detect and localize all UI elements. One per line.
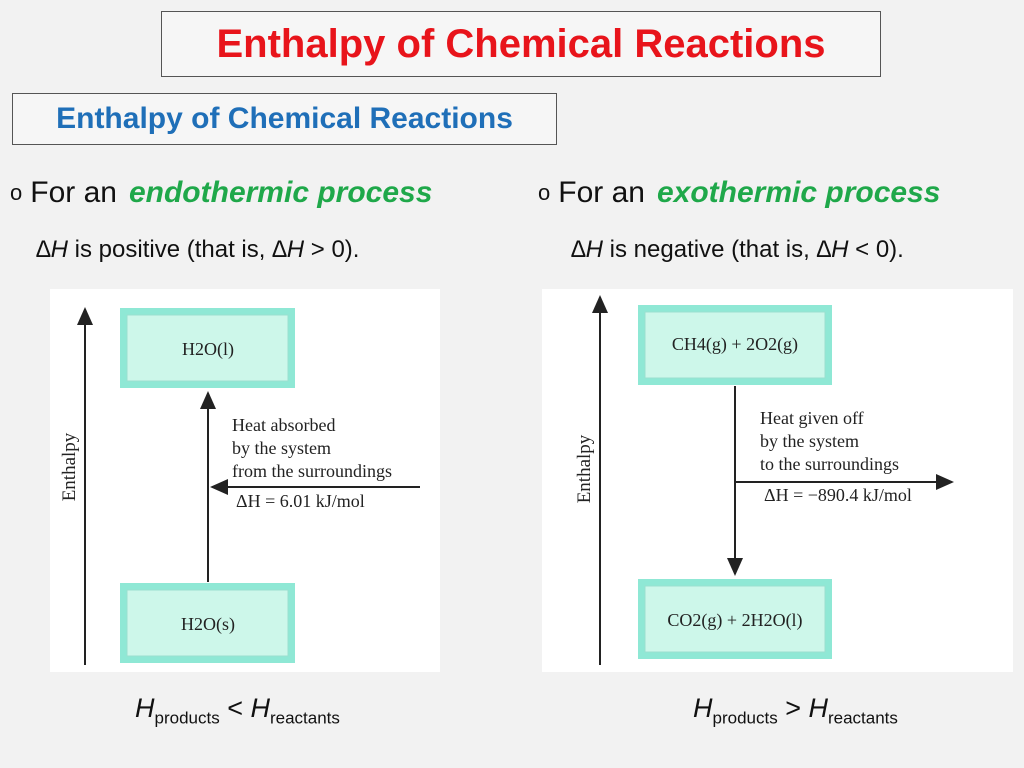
left-bullet: o For an endothermic process: [10, 176, 432, 210]
heat-note-line3: to the surroundings: [760, 454, 899, 474]
left-statement-mid: is positive (that is,: [68, 236, 273, 263]
right-bullet: o For an exothermic process: [538, 176, 940, 210]
right-bullet-keyword: exothermic process: [656, 176, 941, 209]
left-relation: Hproducts < Hreactants: [135, 693, 340, 728]
products-subscript: products: [154, 708, 220, 728]
enthalpy-symbol: H: [693, 693, 713, 723]
exothermic-diagram: Enthalpy CH4(g) + 2O2(g) CO2(g) + 2H2O(l…: [542, 289, 1013, 672]
heat-note-line1: Heat given off: [760, 408, 864, 428]
right-statement-end: < 0).: [848, 236, 904, 263]
heat-note-line1: Heat absorbed: [232, 415, 335, 435]
top-species-box: H2O(l): [120, 308, 295, 388]
bullet-circle-icon: o: [538, 180, 551, 205]
delta-h-symbol: ∆H: [272, 236, 305, 263]
left-bullet-prefix: For an: [30, 176, 117, 209]
right-bullet-prefix: For an: [558, 176, 645, 209]
bottom-species-box: H2O(s): [120, 583, 295, 663]
slide-subtitle: Enthalpy of Chemical Reactions: [12, 93, 557, 145]
right-statement: ∆H is negative (that is, ∆H < 0).: [571, 236, 904, 264]
reactants-subscript: reactants: [269, 708, 340, 728]
enthalpy-symbol: H: [135, 693, 155, 723]
relation-operator: >: [777, 693, 809, 723]
axis-label: Enthalpy: [59, 432, 80, 501]
endothermic-diagram: Enthalpy H2O(l) H2O(s) Heat absorbed by …: [50, 289, 440, 672]
enthalpy-symbol: H: [250, 693, 270, 723]
delta-h-value: ΔH = 6.01 kJ/mol: [236, 491, 365, 511]
heat-note-line2: by the system: [760, 431, 859, 451]
top-species-label: H2O(l): [182, 339, 234, 360]
reactants-subscript: reactants: [827, 708, 898, 728]
bullet-circle-icon: o: [10, 180, 23, 205]
top-species-label: CH4(g) + 2O2(g): [672, 334, 798, 355]
products-subscript: products: [712, 708, 778, 728]
delta-h-symbol: ∆H: [816, 236, 849, 263]
axis-label: Enthalpy: [574, 434, 595, 503]
bottom-species-label: CO2(g) + 2H2O(l): [667, 610, 802, 631]
right-statement-mid: is negative (that is,: [603, 236, 817, 263]
slide-title: Enthalpy of Chemical Reactions: [161, 11, 881, 77]
heat-note-line3: from the surroundings: [232, 461, 392, 481]
bottom-species-box: CO2(g) + 2H2O(l): [638, 579, 832, 659]
delta-h-symbol: ∆H: [36, 236, 69, 263]
delta-h-symbol: ∆H: [571, 236, 604, 263]
relation-operator: <: [219, 693, 251, 723]
left-bullet-keyword: endothermic process: [128, 176, 433, 209]
left-statement-end: > 0).: [304, 236, 360, 263]
heat-note-line2: by the system: [232, 438, 331, 458]
left-statement: ∆H is positive (that is, ∆H > 0).: [36, 236, 359, 264]
delta-h-value: ΔH = −890.4 kJ/mol: [764, 485, 912, 505]
top-species-box: CH4(g) + 2O2(g): [638, 305, 832, 385]
right-relation: Hproducts > Hreactants: [693, 693, 898, 728]
enthalpy-symbol: H: [808, 693, 828, 723]
bottom-species-label: H2O(s): [181, 614, 235, 635]
